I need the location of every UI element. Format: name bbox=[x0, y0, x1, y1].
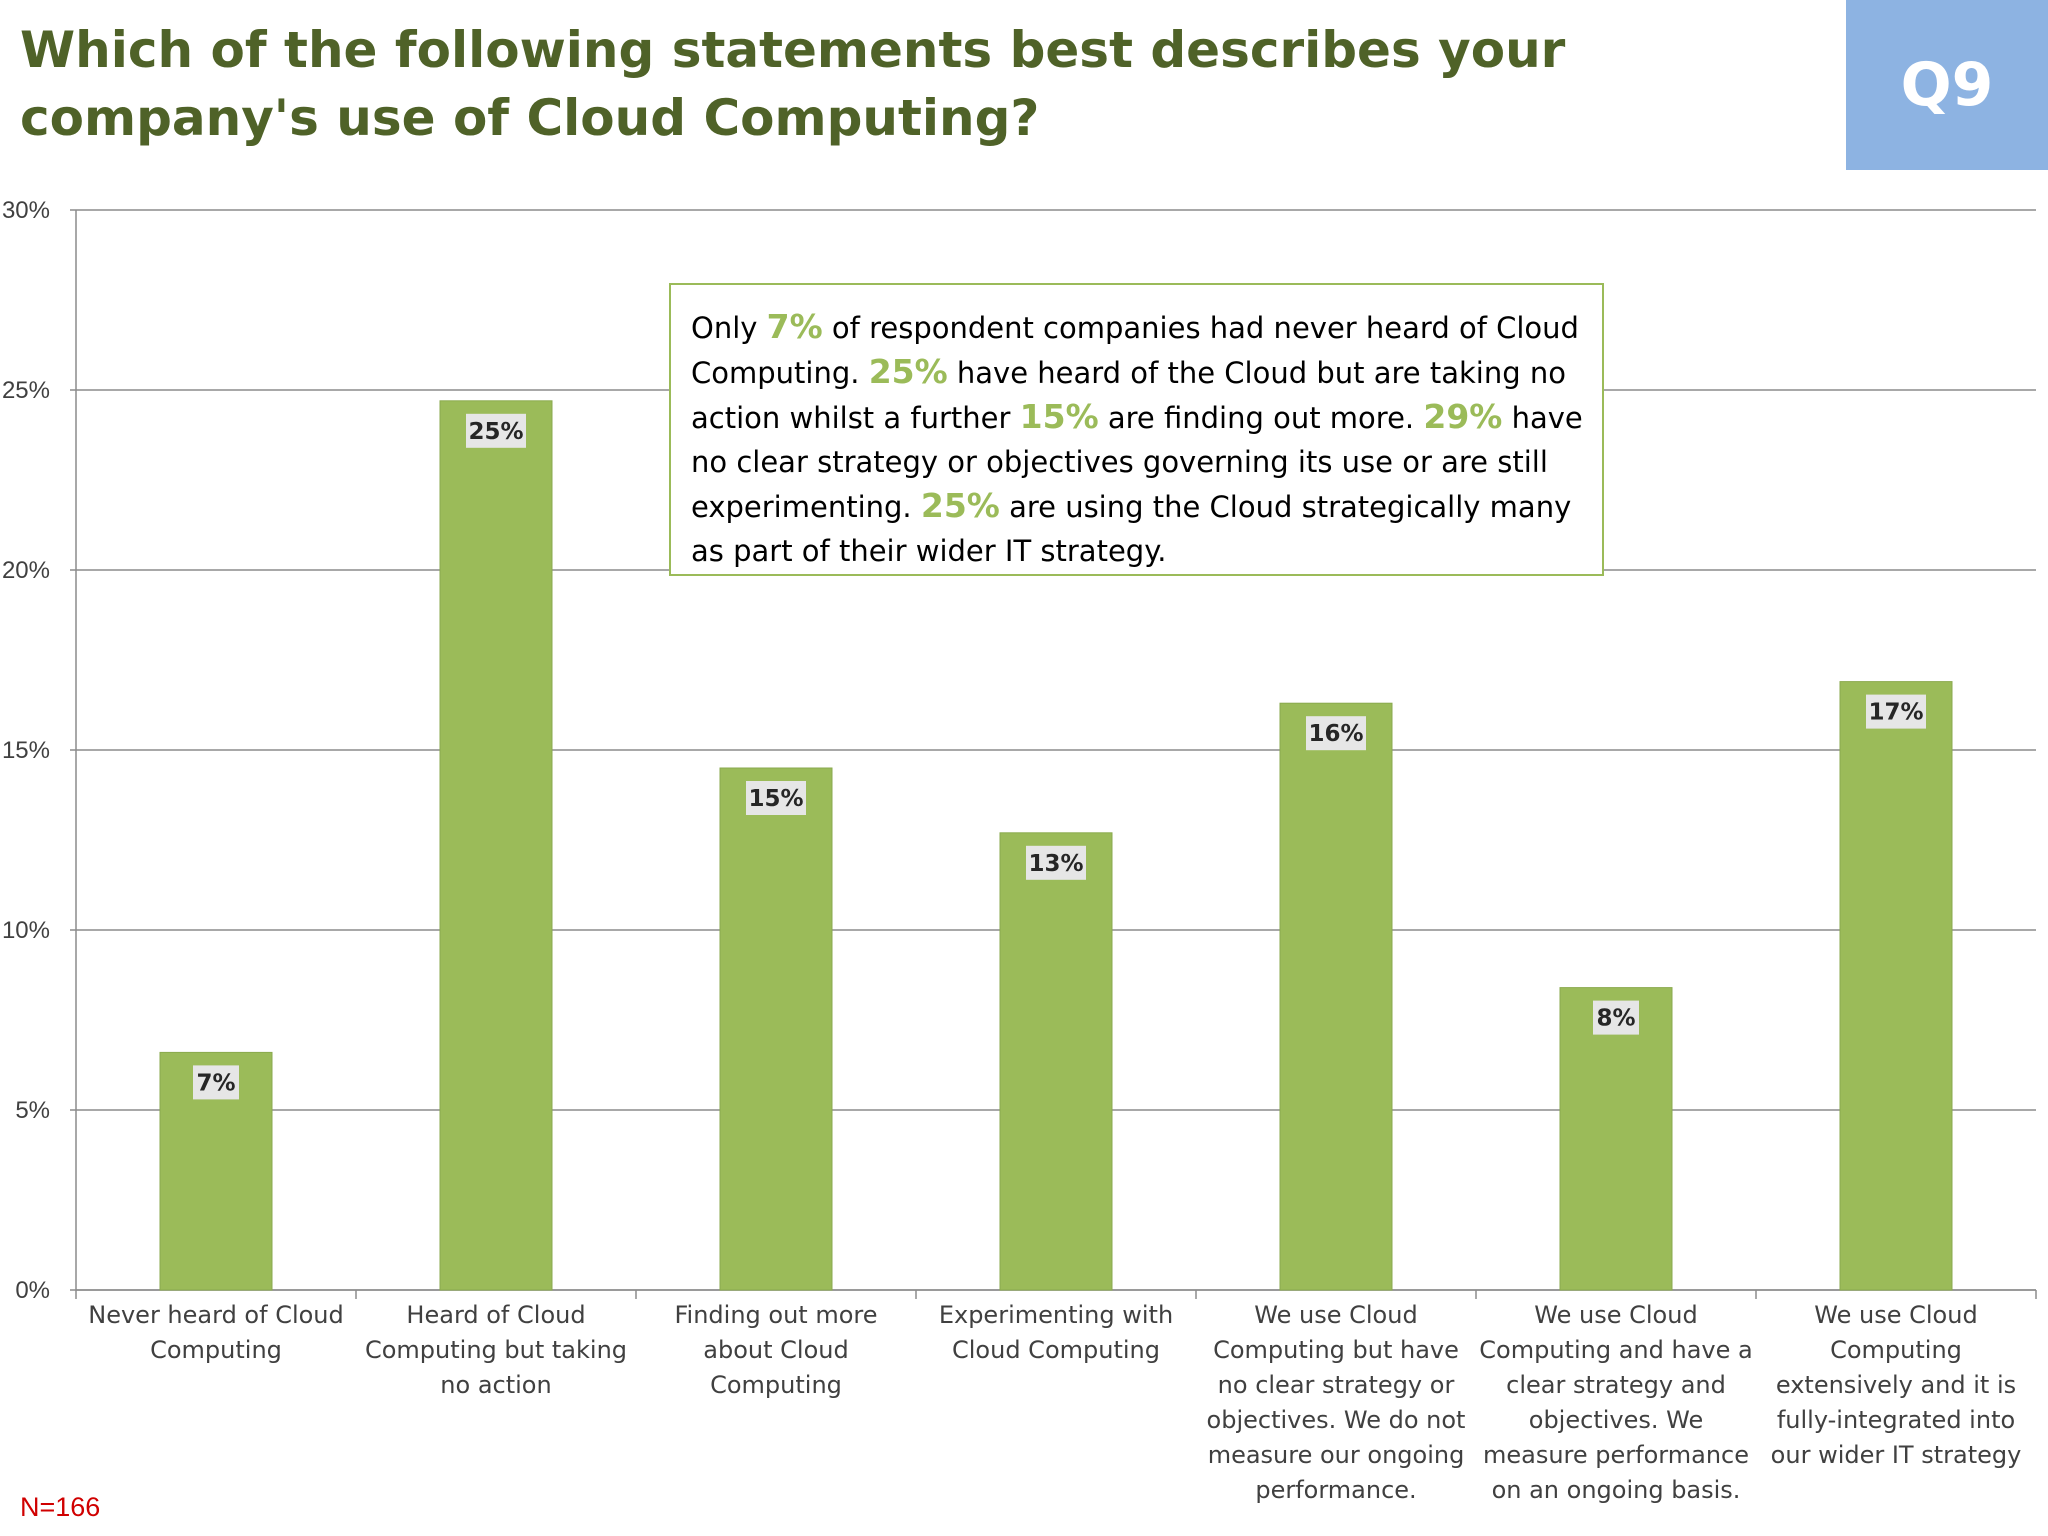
sample-size-label: N=166 bbox=[20, 1492, 101, 1522]
data-label-bg bbox=[746, 781, 806, 815]
data-label-bg bbox=[1306, 716, 1366, 751]
data-label: 17% bbox=[1868, 700, 1923, 726]
y-tick-label: 25% bbox=[2, 377, 50, 404]
bar bbox=[719, 767, 833, 1291]
callout-text-4: are finding out more. bbox=[1098, 401, 1424, 435]
callout-text-5: have no clear strategy or objectives gov… bbox=[691, 401, 1583, 524]
y-tick-label: 0% bbox=[15, 1277, 50, 1304]
question-badge: Q9 bbox=[1846, 0, 2048, 170]
callout-highlight-5: 25% bbox=[920, 486, 1000, 525]
callout-highlight-3: 15% bbox=[1019, 397, 1099, 436]
bar bbox=[999, 832, 1113, 1291]
bar bbox=[1279, 702, 1393, 1291]
x-category-label: Heard of Cloud Computing but taking no a… bbox=[364, 1301, 628, 1399]
callout-highlight-4: 29% bbox=[1423, 397, 1503, 436]
y-tick-label: 30% bbox=[2, 197, 50, 224]
x-category-label: We use Cloud Computing but have no clear… bbox=[1206, 1301, 1466, 1504]
x-category-label: Never heard of Cloud Computing bbox=[88, 1301, 344, 1364]
data-label: 16% bbox=[1308, 721, 1363, 747]
question-badge-label: Q9 bbox=[1900, 50, 1994, 120]
data-label-bg bbox=[1593, 1000, 1639, 1035]
data-label: 15% bbox=[748, 786, 803, 812]
callout-text-3: have heard of the Cloud but are taking n… bbox=[691, 356, 1566, 435]
data-label-bg bbox=[466, 413, 526, 448]
callout-highlight-1: 7% bbox=[766, 307, 823, 346]
y-tick-label: 20% bbox=[2, 557, 50, 584]
title-line-1: Which of the following statements best d… bbox=[20, 21, 1566, 79]
callout-box: Only 7% of respondent companies had neve… bbox=[669, 283, 1604, 576]
data-label: 7% bbox=[196, 1070, 235, 1096]
bar bbox=[1839, 681, 1953, 1291]
data-label: 13% bbox=[1028, 851, 1083, 877]
x-category-label: We use Cloud Computing extensively and i… bbox=[1770, 1301, 2022, 1469]
data-label-bg bbox=[1866, 694, 1926, 729]
y-tick-label: 15% bbox=[2, 737, 50, 764]
x-category-label: Experimenting with Cloud Computing bbox=[938, 1301, 1174, 1364]
callout-text-1: Only bbox=[691, 311, 767, 345]
chart-title: Which of the following statements best d… bbox=[20, 16, 1620, 152]
title-line-2: company's use of Cloud Computing? bbox=[20, 89, 1040, 147]
callout-text-2: of respondent companies had never heard … bbox=[691, 311, 1579, 390]
y-tick-label: 5% bbox=[15, 1097, 50, 1124]
data-label-bg bbox=[1026, 845, 1086, 880]
bar bbox=[439, 400, 553, 1291]
data-label-bg bbox=[193, 1065, 239, 1100]
callout-highlight-2: 25% bbox=[868, 352, 948, 391]
data-label: 8% bbox=[1596, 1006, 1635, 1032]
callout-text-6: are using the Cloud strategically many a… bbox=[691, 490, 1572, 568]
y-tick-label: 10% bbox=[2, 917, 50, 944]
bar bbox=[1559, 987, 1673, 1291]
x-category-label: Finding out more about Cloud Computing bbox=[674, 1301, 878, 1399]
x-category-label: We use Cloud Computing and have a clear … bbox=[1479, 1301, 1753, 1504]
data-label: 25% bbox=[468, 419, 523, 445]
